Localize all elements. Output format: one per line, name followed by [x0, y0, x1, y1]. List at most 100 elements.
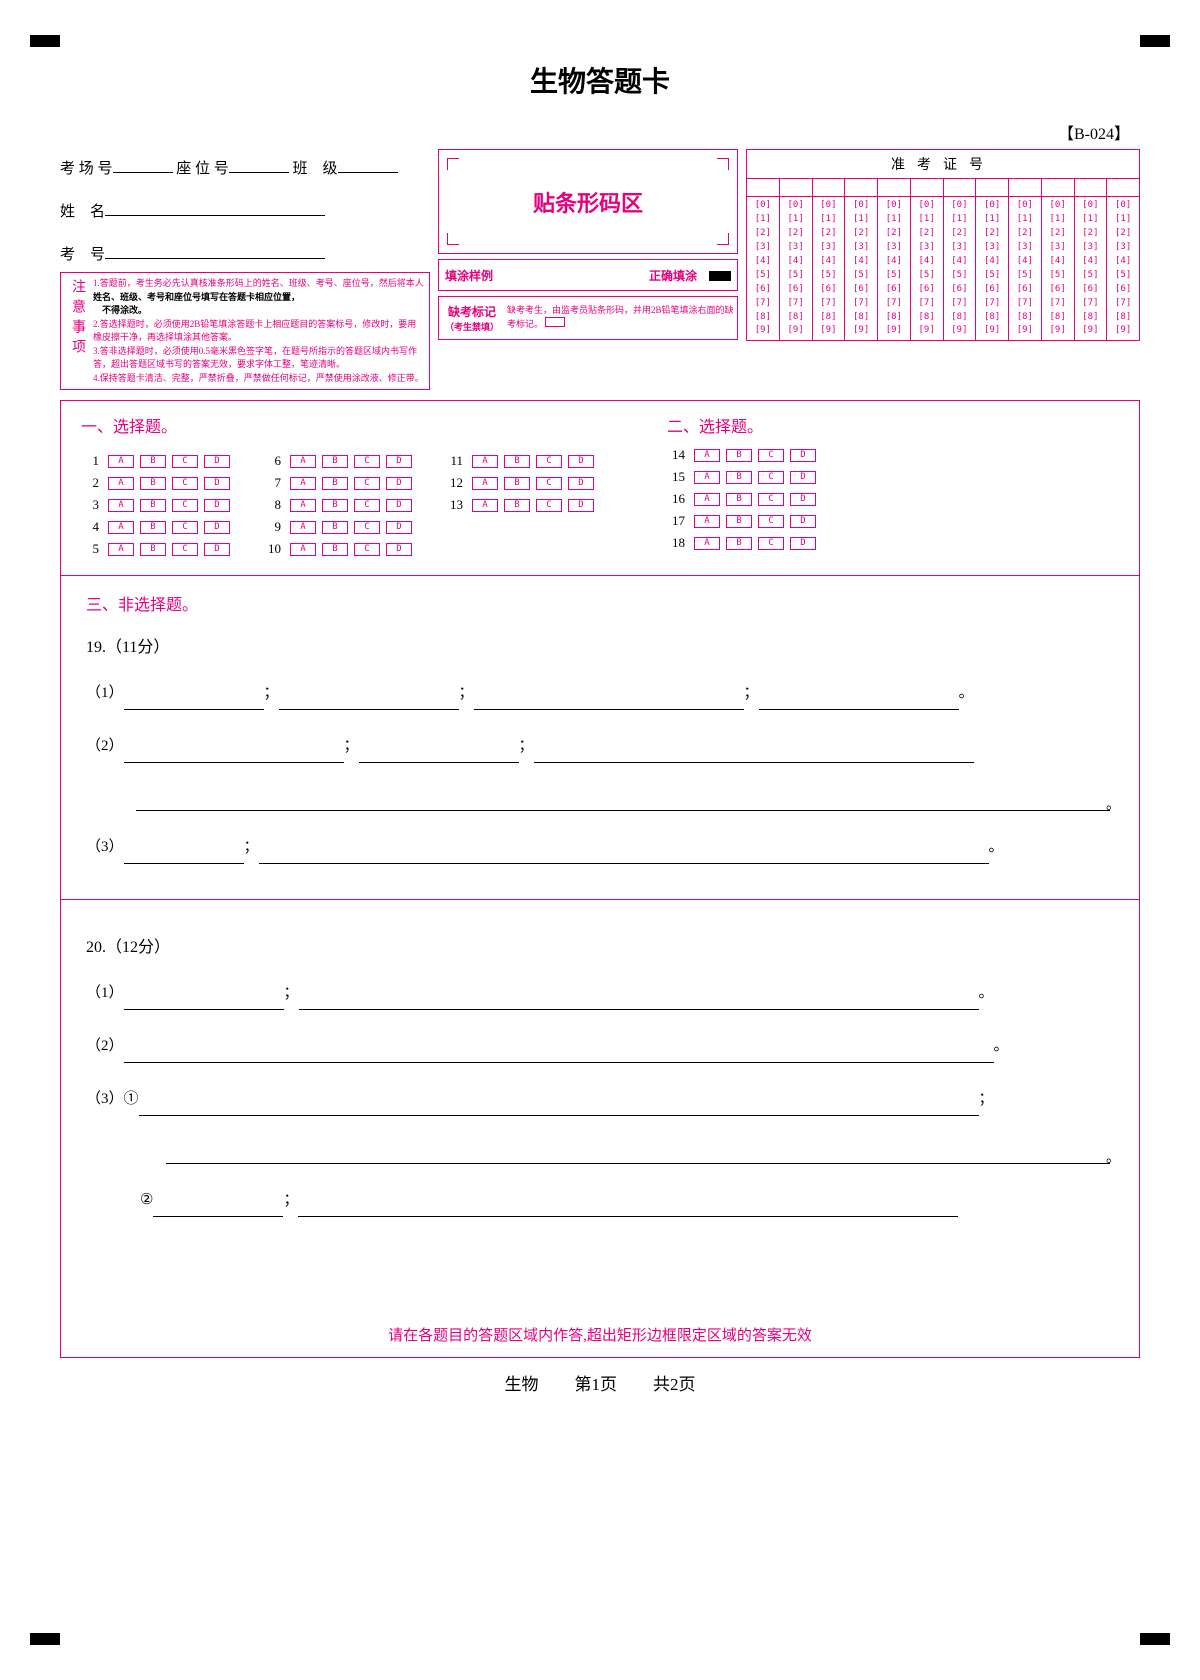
id-digit-cell[interactable] — [944, 179, 976, 197]
q19-1[interactable]: （1）；；；。 — [86, 677, 1114, 710]
option-bubble[interactable]: D — [568, 477, 594, 490]
q20-1[interactable]: （1）；。 — [86, 977, 1114, 1010]
id-bubble[interactable]: [2] — [747, 227, 779, 241]
option-bubble[interactable]: D — [790, 493, 816, 506]
id-bubble[interactable]: [2] — [1042, 227, 1074, 241]
id-bubble[interactable]: [7] — [878, 297, 910, 311]
id-bubble[interactable]: [5] — [1075, 269, 1107, 283]
id-digit-cell[interactable] — [976, 179, 1008, 197]
option-bubble[interactable]: B — [322, 455, 348, 468]
id-bubble[interactable]: [6] — [1107, 283, 1139, 297]
option-bubble[interactable]: D — [386, 499, 412, 512]
id-bubble[interactable]: [4] — [845, 255, 877, 269]
option-bubble[interactable]: C — [172, 521, 198, 534]
q20-3-2[interactable]: ②； — [86, 1184, 1114, 1217]
option-bubble[interactable]: D — [204, 543, 230, 556]
option-bubble[interactable]: C — [758, 493, 784, 506]
option-bubble[interactable]: A — [108, 543, 134, 556]
option-bubble[interactable]: C — [758, 537, 784, 550]
id-bubble[interactable]: [1] — [878, 213, 910, 227]
id-bubble[interactable]: [3] — [976, 241, 1008, 255]
id-bubble[interactable]: [0] — [845, 199, 877, 213]
option-bubble[interactable]: A — [472, 499, 498, 512]
option-bubble[interactable]: C — [758, 515, 784, 528]
id-bubble[interactable]: [6] — [845, 283, 877, 297]
id-bubble[interactable]: [3] — [747, 241, 779, 255]
id-bubble[interactable]: [1] — [780, 213, 812, 227]
id-bubble[interactable]: [5] — [1107, 269, 1139, 283]
option-bubble[interactable]: D — [386, 543, 412, 556]
id-bubble[interactable]: [3] — [845, 241, 877, 255]
option-bubble[interactable]: A — [694, 471, 720, 484]
id-digit-cell[interactable] — [780, 179, 812, 197]
option-bubble[interactable]: A — [290, 477, 316, 490]
id-bubble[interactable]: [5] — [747, 269, 779, 283]
id-bubble[interactable]: [5] — [780, 269, 812, 283]
id-bubble[interactable]: [9] — [813, 324, 845, 338]
id-bubble[interactable]: [1] — [845, 213, 877, 227]
option-bubble[interactable]: C — [354, 543, 380, 556]
id-bubble[interactable]: [6] — [976, 283, 1008, 297]
id-bubble[interactable]: [6] — [911, 283, 943, 297]
option-bubble[interactable]: B — [140, 543, 166, 556]
option-bubble[interactable]: C — [172, 499, 198, 512]
id-bubble[interactable]: [8] — [878, 311, 910, 325]
id-digit-cell[interactable] — [1009, 179, 1041, 197]
option-bubble[interactable]: D — [790, 537, 816, 550]
id-bubble[interactable]: [5] — [944, 269, 976, 283]
option-bubble[interactable]: A — [108, 521, 134, 534]
id-bubble[interactable]: [2] — [813, 227, 845, 241]
id-digit-cell[interactable] — [813, 179, 845, 197]
option-bubble[interactable]: A — [108, 477, 134, 490]
id-bubble[interactable]: [3] — [813, 241, 845, 255]
id-bubble[interactable]: [5] — [878, 269, 910, 283]
id-bubble[interactable]: [9] — [878, 324, 910, 338]
q19-2[interactable]: （2）；； — [86, 730, 1114, 763]
option-bubble[interactable]: A — [290, 543, 316, 556]
option-bubble[interactable]: A — [290, 499, 316, 512]
id-bubble[interactable]: [0] — [813, 199, 845, 213]
option-bubble[interactable]: A — [694, 493, 720, 506]
option-bubble[interactable]: A — [290, 455, 316, 468]
id-bubble[interactable]: [9] — [780, 324, 812, 338]
id-bubble[interactable]: [9] — [911, 324, 943, 338]
id-bubble[interactable]: [4] — [1107, 255, 1139, 269]
id-bubble[interactable]: [3] — [1042, 241, 1074, 255]
id-bubble[interactable]: [6] — [944, 283, 976, 297]
id-bubble[interactable]: [8] — [1107, 311, 1139, 325]
id-bubble[interactable]: [7] — [845, 297, 877, 311]
id-bubble[interactable]: [1] — [911, 213, 943, 227]
option-bubble[interactable]: B — [726, 449, 752, 462]
id-digit-cell[interactable] — [1042, 179, 1074, 197]
id-bubble[interactable]: [7] — [747, 297, 779, 311]
option-bubble[interactable]: C — [536, 477, 562, 490]
id-bubble[interactable]: [3] — [780, 241, 812, 255]
option-bubble[interactable]: D — [790, 449, 816, 462]
id-bubble[interactable]: [7] — [944, 297, 976, 311]
option-bubble[interactable]: C — [758, 449, 784, 462]
q20-3-1[interactable]: （3）①； — [86, 1083, 1114, 1116]
id-bubble[interactable]: [4] — [976, 255, 1008, 269]
id-bubble[interactable]: [5] — [845, 269, 877, 283]
id-bubble[interactable]: [0] — [1075, 199, 1107, 213]
id-bubble[interactable]: [9] — [944, 324, 976, 338]
id-digit-cell[interactable] — [911, 179, 943, 197]
id-bubble[interactable]: [6] — [1042, 283, 1074, 297]
id-bubble[interactable]: [5] — [1042, 269, 1074, 283]
id-bubble[interactable]: [0] — [747, 199, 779, 213]
option-bubble[interactable]: B — [726, 537, 752, 550]
id-bubble[interactable]: [2] — [780, 227, 812, 241]
id-bubble[interactable]: [2] — [878, 227, 910, 241]
id-bubble[interactable]: [2] — [976, 227, 1008, 241]
id-bubble[interactable]: [7] — [976, 297, 1008, 311]
id-bubble[interactable]: [9] — [845, 324, 877, 338]
option-bubble[interactable]: B — [140, 521, 166, 534]
id-bubble[interactable]: [0] — [911, 199, 943, 213]
id-bubble[interactable]: [8] — [747, 311, 779, 325]
id-bubble[interactable]: [1] — [976, 213, 1008, 227]
id-bubble[interactable]: [5] — [911, 269, 943, 283]
id-bubble[interactable]: [2] — [911, 227, 943, 241]
id-bubble[interactable]: [3] — [1107, 241, 1139, 255]
option-bubble[interactable]: B — [140, 499, 166, 512]
id-bubble[interactable]: [1] — [813, 213, 845, 227]
